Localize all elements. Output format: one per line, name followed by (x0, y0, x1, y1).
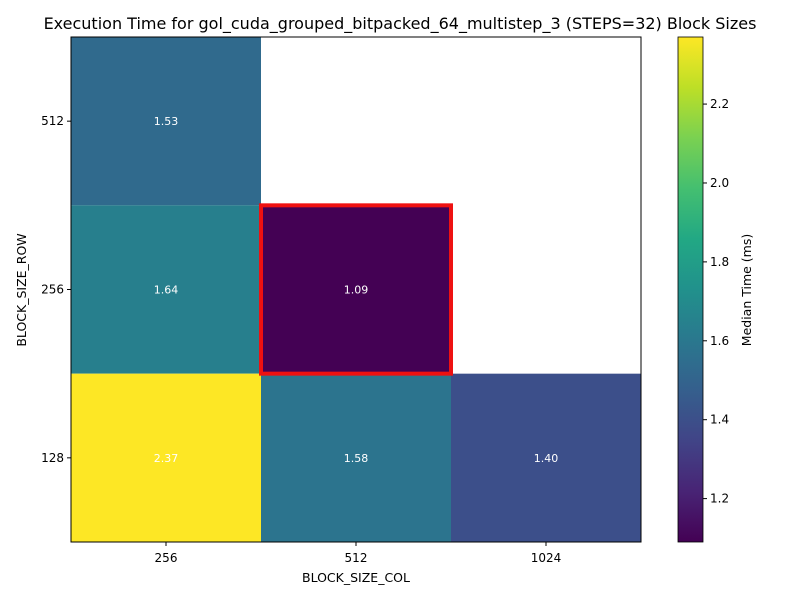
y-tick-label: 128 (41, 451, 64, 465)
colorbar-tick-label: 1.2 (710, 492, 729, 506)
heatmap-cell (71, 205, 261, 374)
cell-value-label: 1.09 (344, 284, 369, 297)
colorbar-tick-label: 1.4 (710, 413, 729, 427)
cell-value-label: 1.53 (154, 115, 179, 128)
best-cell-highlight (259, 203, 453, 376)
colorbar-label: Median Time (ms) (739, 234, 754, 346)
y-axis-ticks: 128 256 512 (41, 114, 71, 465)
colorbar-tick-label: 1.6 (710, 334, 729, 348)
highlight-layer (259, 203, 453, 376)
heatmap-cell (261, 373, 451, 542)
cell-value-label: 2.37 (154, 452, 179, 465)
y-tick-label: 256 (41, 283, 64, 297)
cells-layer (71, 37, 641, 542)
heatmap-cell (71, 37, 261, 206)
cell-labels-layer: 1.53 1.64 1.09 2.37 1.58 1.40 (154, 115, 559, 465)
x-axis-label: BLOCK_SIZE_COL (302, 570, 410, 585)
heatmap-cell (451, 373, 641, 542)
colorbar-tick-label: 2.0 (710, 176, 729, 190)
cell-value-label: 1.58 (344, 452, 369, 465)
heatmap-cell (71, 373, 261, 542)
colorbar-tick-label: 1.8 (710, 255, 729, 269)
chart-title: Execution Time for gol_cuda_grouped_bitp… (44, 14, 757, 34)
x-axis-ticks: 256 512 1024 (155, 542, 562, 565)
colorbar-ticks: 1.2 1.4 1.6 1.8 2.0 2.2 (703, 97, 729, 506)
x-tick-label: 256 (155, 551, 178, 565)
colorbar-tick-label: 2.2 (710, 97, 729, 111)
heatmap-cell (261, 205, 451, 374)
cell-value-label: 1.40 (534, 452, 559, 465)
colorbar (677, 36, 704, 543)
x-tick-label: 512 (345, 551, 368, 565)
y-axis-label: BLOCK_SIZE_ROW (14, 233, 29, 346)
x-tick-label: 1024 (531, 551, 562, 565)
cell-value-label: 1.64 (154, 284, 179, 297)
y-tick-label: 512 (41, 114, 64, 128)
